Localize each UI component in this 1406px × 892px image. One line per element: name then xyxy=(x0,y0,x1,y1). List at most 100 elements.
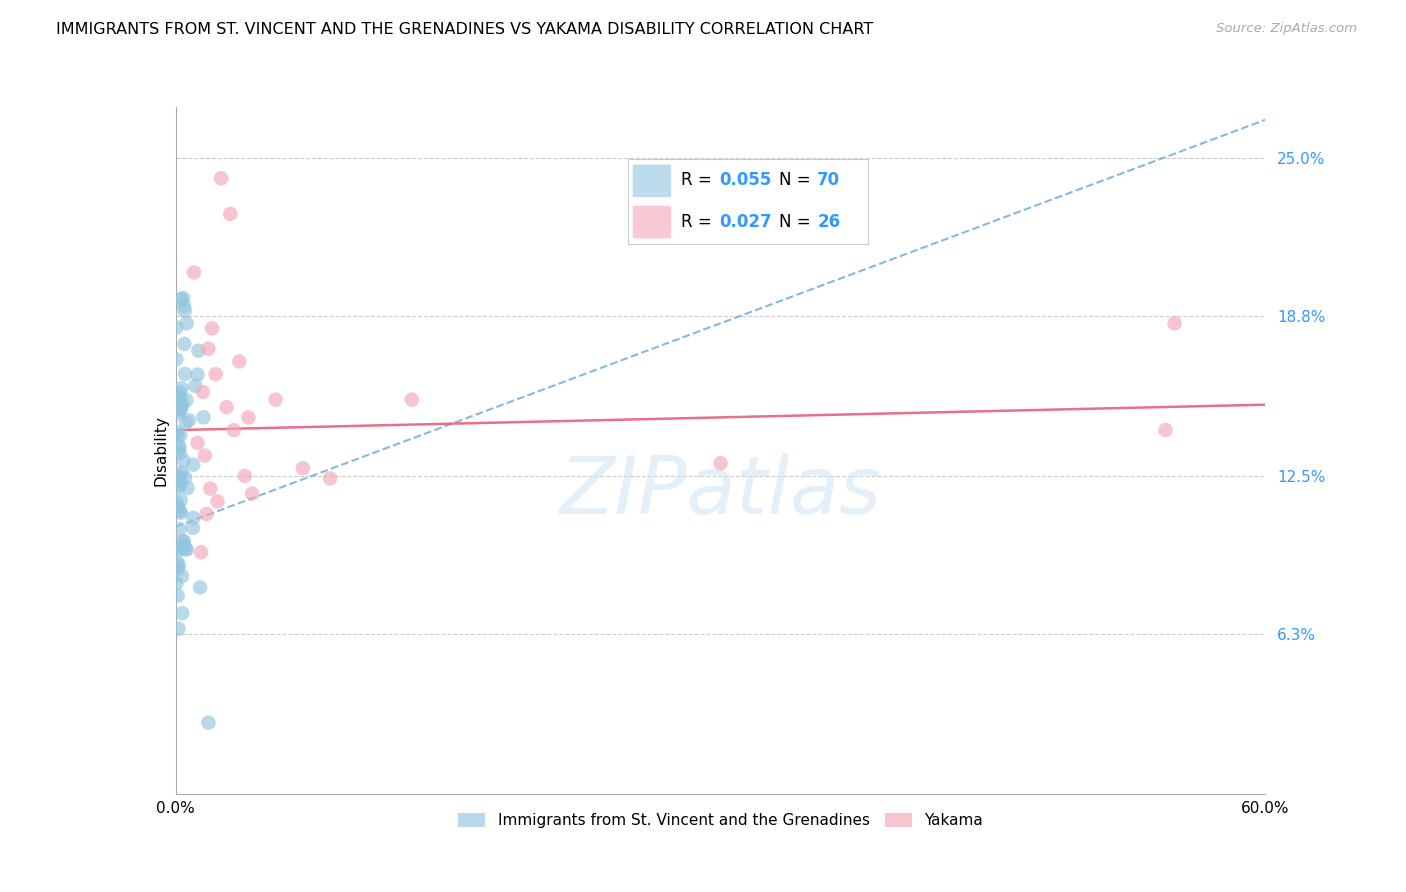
Y-axis label: Disability: Disability xyxy=(153,415,169,486)
Point xyxy=(170,398,193,412)
Point xyxy=(174,541,197,556)
Point xyxy=(172,533,194,548)
Point xyxy=(233,469,256,483)
Point xyxy=(219,207,242,221)
Point xyxy=(165,389,187,403)
Point xyxy=(167,474,190,488)
Text: IMMIGRANTS FROM ST. VINCENT AND THE GRENADINES VS YAKAMA DISABILITY CORRELATION : IMMIGRANTS FROM ST. VINCENT AND THE GREN… xyxy=(56,22,873,37)
Point xyxy=(167,441,190,455)
Point xyxy=(197,342,219,356)
Point xyxy=(167,395,190,409)
Point xyxy=(165,576,187,591)
Point xyxy=(173,453,195,467)
Point xyxy=(167,622,190,636)
Point xyxy=(710,456,733,470)
Point xyxy=(209,171,232,186)
Point xyxy=(172,398,194,412)
Text: 0.027: 0.027 xyxy=(718,212,772,231)
Point xyxy=(169,385,191,400)
Point xyxy=(401,392,423,407)
Text: 0.055: 0.055 xyxy=(718,171,772,189)
Point xyxy=(170,506,193,520)
Text: 26: 26 xyxy=(817,212,841,231)
Text: R =: R = xyxy=(681,212,717,231)
Point xyxy=(172,291,194,305)
Point xyxy=(170,381,193,395)
Point xyxy=(195,507,218,521)
Point xyxy=(167,399,190,413)
Point xyxy=(240,486,263,500)
Point xyxy=(167,500,190,515)
Text: R =: R = xyxy=(681,171,717,189)
Point xyxy=(186,368,208,382)
Point xyxy=(187,343,209,358)
Point xyxy=(169,402,191,417)
Text: 70: 70 xyxy=(817,171,841,189)
Point xyxy=(204,367,226,381)
Point xyxy=(188,581,211,595)
Point xyxy=(238,410,260,425)
Point xyxy=(176,393,198,408)
Point xyxy=(207,494,229,508)
Point xyxy=(215,401,238,415)
Point xyxy=(169,446,191,460)
Point xyxy=(169,470,191,484)
Point xyxy=(193,410,215,425)
Point xyxy=(174,416,197,430)
Point xyxy=(169,478,191,492)
Point xyxy=(169,493,191,508)
Point xyxy=(169,392,191,406)
Point xyxy=(166,589,188,603)
Point xyxy=(200,482,222,496)
Text: N =: N = xyxy=(779,212,815,231)
Point xyxy=(167,480,190,494)
Point xyxy=(166,562,188,576)
Point xyxy=(169,522,191,536)
Point xyxy=(264,392,287,407)
FancyBboxPatch shape xyxy=(633,164,671,197)
Legend: Immigrants from St. Vincent and the Grenadines, Yakama: Immigrants from St. Vincent and the Gren… xyxy=(451,806,990,834)
Point xyxy=(169,428,191,442)
Point xyxy=(176,481,198,495)
Point xyxy=(165,352,187,367)
Point xyxy=(167,558,190,573)
FancyBboxPatch shape xyxy=(633,206,671,238)
Point xyxy=(166,467,188,482)
Point xyxy=(170,541,193,555)
Point xyxy=(174,470,197,484)
Point xyxy=(170,569,193,583)
Point xyxy=(181,521,204,535)
Point xyxy=(165,425,187,439)
Point xyxy=(170,401,193,416)
Point xyxy=(1163,316,1185,330)
Point xyxy=(166,320,188,334)
Point xyxy=(176,542,198,557)
Point xyxy=(173,303,195,318)
Text: N =: N = xyxy=(779,171,815,189)
Point xyxy=(181,458,204,472)
Point xyxy=(165,496,187,510)
Point xyxy=(201,321,224,335)
Point xyxy=(183,265,205,279)
Point xyxy=(167,406,190,420)
Point xyxy=(170,466,193,480)
Point xyxy=(172,606,194,620)
Point xyxy=(165,403,187,417)
Text: ZIPatlas: ZIPatlas xyxy=(560,452,882,531)
Point xyxy=(166,428,188,442)
Point xyxy=(190,545,212,559)
Point xyxy=(194,449,217,463)
Point xyxy=(291,461,314,475)
Point xyxy=(319,471,342,485)
Point xyxy=(167,439,190,453)
Point xyxy=(173,539,195,553)
Point xyxy=(173,337,195,351)
Point xyxy=(197,715,219,730)
Point xyxy=(186,435,209,450)
Point xyxy=(166,471,188,485)
Point xyxy=(228,354,250,368)
Point xyxy=(169,543,191,558)
Point xyxy=(169,504,191,518)
Point xyxy=(173,299,195,313)
Point xyxy=(174,367,197,381)
